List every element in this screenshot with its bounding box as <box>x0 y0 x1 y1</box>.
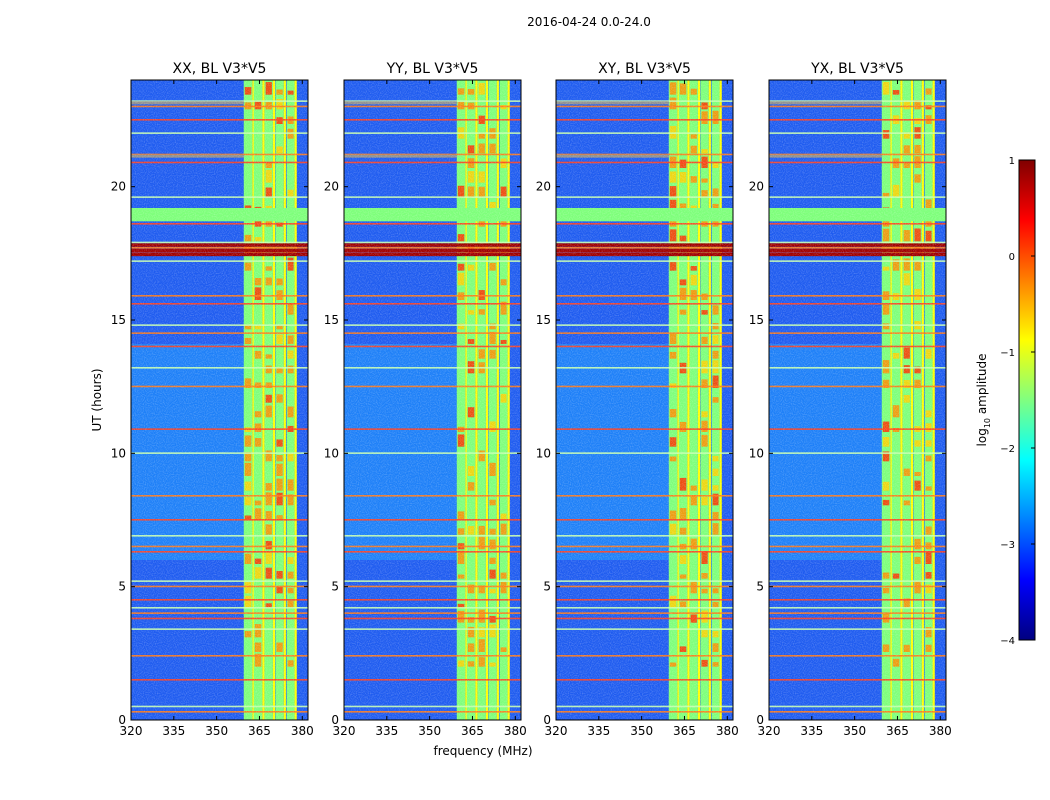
x-tick-label: 335 <box>162 724 185 738</box>
noise-overlay <box>769 80 946 720</box>
y-tick-label: 5 <box>543 580 551 594</box>
colorbar-tick-label: 0 <box>1009 252 1015 263</box>
panel-4: YX, BL V3*V5 320 335 350 365 380 0 5 10 15 20 <box>749 61 952 738</box>
x-tick-label: 380 <box>291 724 314 738</box>
colorbar-tick-label: −3 <box>1000 540 1015 551</box>
panel-3: XY, BL V3*V5 320 335 350 365 380 0 5 10 15 20 <box>536 61 739 738</box>
y-tick-label: 15 <box>111 313 126 327</box>
x-tick-label: 380 <box>716 724 739 738</box>
x-tick-label: 365 <box>673 724 696 738</box>
panel-1: XX, BL V3*V5 320 335 350 365 380 0 5 10 15 20 <box>111 61 314 738</box>
y-tick-label: 0 <box>118 713 126 727</box>
figure-title: 2016-04-24 0.0-24.0 <box>527 15 651 29</box>
x-tick-label: 320 <box>333 724 356 738</box>
x-tick-label: 320 <box>120 724 143 738</box>
x-tick-label: 380 <box>929 724 952 738</box>
y-tick-label: 10 <box>324 446 339 460</box>
noise-overlay <box>344 80 521 720</box>
y-tick-label: 10 <box>749 446 764 460</box>
y-tick-label: 20 <box>536 180 551 194</box>
noise-overlay <box>556 80 733 720</box>
x-tick-label: 350 <box>418 724 441 738</box>
y-tick-label: 20 <box>324 180 339 194</box>
x-tick-label: 365 <box>886 724 909 738</box>
panel-title: XY, BL V3*V5 <box>598 61 691 77</box>
colorbar-tick-label: −2 <box>1000 444 1015 455</box>
x-tick-label: 335 <box>587 724 610 738</box>
x-axis-label: frequency (MHz) <box>433 744 532 758</box>
x-tick-label: 380 <box>504 724 527 738</box>
colorbar-gradient <box>1018 159 1036 641</box>
colorbar-tick-label: −1 <box>1000 348 1015 359</box>
x-tick-label: 335 <box>800 724 823 738</box>
x-tick-label: 365 <box>461 724 484 738</box>
panel-title: YY, BL V3*V5 <box>386 61 479 77</box>
colorbar: −4 −3 −2 −1 0 1 log10 amplitude <box>975 156 1036 647</box>
panel-title: XX, BL V3*V5 <box>173 61 267 77</box>
y-tick-label: 15 <box>749 313 764 327</box>
y-tick-label: 5 <box>756 580 764 594</box>
noise-overlay <box>131 80 308 720</box>
y-tick-label: 15 <box>324 313 339 327</box>
y-tick-label: 15 <box>536 313 551 327</box>
x-tick-label: 350 <box>205 724 228 738</box>
y-tick-label: 0 <box>756 713 764 727</box>
y-tick-label: 20 <box>749 180 764 194</box>
colorbar-tick-label: 1 <box>1009 156 1015 167</box>
x-tick-label: 335 <box>375 724 398 738</box>
y-axis-label: UT (hours) <box>90 368 104 431</box>
y-tick-label: 0 <box>543 713 551 727</box>
x-tick-label: 320 <box>758 724 781 738</box>
axes-frame <box>343 79 522 721</box>
x-tick-label: 350 <box>843 724 866 738</box>
x-tick-label: 320 <box>545 724 568 738</box>
axes-frame <box>555 79 734 721</box>
y-tick-label: 0 <box>331 713 339 727</box>
x-tick-label: 350 <box>630 724 653 738</box>
y-tick-label: 5 <box>118 580 126 594</box>
x-tick-label: 365 <box>248 724 271 738</box>
colorbar-tick-label: −4 <box>1000 636 1015 647</box>
colorbar-label: log10 amplitude <box>975 354 992 447</box>
y-tick-label: 10 <box>111 446 126 460</box>
y-tick-label: 10 <box>536 446 551 460</box>
axes-frame <box>130 79 309 721</box>
axes-frame <box>768 79 947 721</box>
panel-2: YY, BL V3*V5 320 335 350 365 380 0 5 10 15 20 <box>324 61 527 738</box>
y-tick-label: 5 <box>331 580 339 594</box>
y-tick-label: 20 <box>111 180 126 194</box>
panel-title: YX, BL V3*V5 <box>810 61 904 77</box>
